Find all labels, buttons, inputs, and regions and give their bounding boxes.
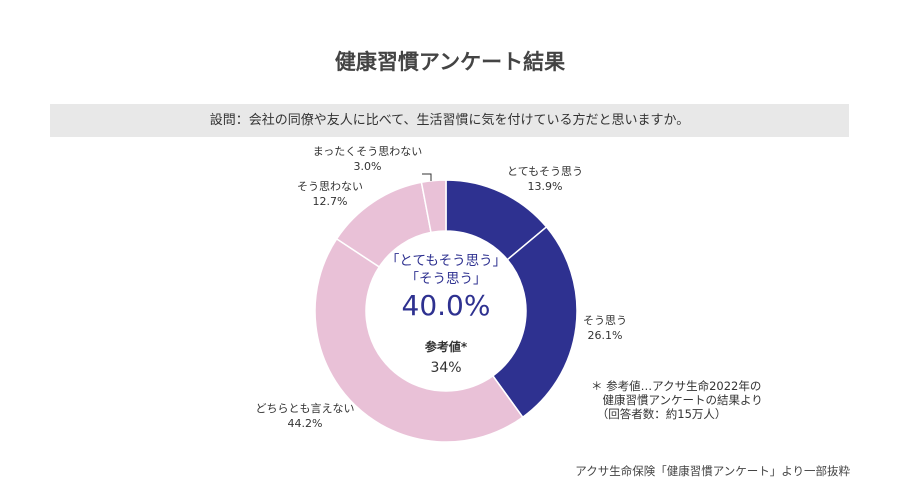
reference-label: 参考値* (424, 340, 468, 354)
label-strongly-agree: とてもそう思う 13.9% (507, 165, 583, 193)
donut-slice (420, 179, 447, 234)
donut-slice (314, 237, 524, 443)
label-agree: そう思う 26.1% (583, 314, 627, 342)
center-line2: 「そう思う」 (405, 271, 487, 287)
label-disagree: そう思わない 12.7% (297, 180, 363, 208)
label-strongly-disagree: まったくそう思わない 3.0% (312, 145, 423, 173)
reference-value: 34% (430, 360, 462, 376)
page-title: 健康習慣アンケート結果 (334, 50, 566, 74)
source-text: アクサ生命保険「健康習慣アンケート」より一部抜粋 (575, 464, 850, 478)
center-value: 40.0% (401, 289, 491, 322)
footnote: ＊ 参考値…アクサ生命2022年の 健康習慣アンケートの結果より （回答者数：約… (591, 379, 763, 421)
center-line1: 「とてもそう思う」 (385, 253, 507, 269)
leader-line (422, 173, 432, 181)
label-neutral: どちらとも言えない 44.2% (255, 402, 355, 430)
question-banner: 設問：会社の同僚や友人に比べて、生活習慣に気を付けている方だと思いますか。 (50, 104, 849, 137)
donut-slice (491, 225, 578, 419)
